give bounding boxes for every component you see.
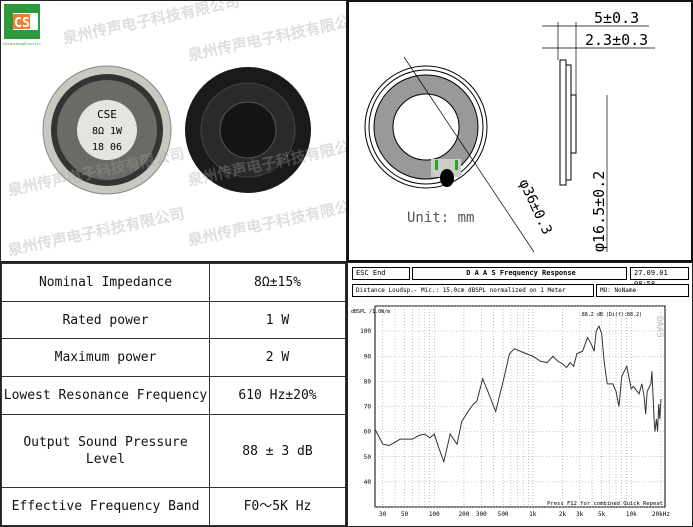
y-tick-label: 70 (364, 404, 372, 411)
spec-value: 610 Hz±20% (209, 376, 346, 415)
svg-text:CSE: CSE (97, 108, 117, 121)
y-tick-label: 40 (364, 479, 372, 486)
y-tick-label: 100 (360, 328, 371, 335)
spec-label: Effective Frequency Band (1, 487, 210, 526)
x-tick-label: 200 (459, 511, 470, 518)
esc-end-button[interactable]: ESC End (352, 267, 410, 280)
x-tick-label: 500 (498, 511, 509, 518)
spec-row: Rated power 1 W (1, 300, 346, 340)
daas-watermark: DAAS (654, 316, 664, 338)
svg-text:Unit: mm: Unit: mm (407, 210, 474, 226)
x-tick-label: 50 (401, 511, 409, 518)
product-photo: CS ChuanshengElectric CSE 8Ω 1W 18 06 (3, 4, 311, 195)
spec-row: Nominal Impedance 8Ω±15% (1, 263, 346, 302)
date-stamp: 27.09.01 08:58 (630, 267, 689, 288)
x-tick-label: 20kHz (652, 511, 670, 518)
svg-text:2.3±0.3: 2.3±0.3 (585, 31, 648, 49)
svg-text:ChuanshengElectric: ChuanshengElectric (3, 42, 41, 46)
svg-text:5±0.3: 5±0.3 (594, 9, 639, 27)
spec-label: Output Sound Pressure Level (1, 413, 210, 489)
spec-value: 1 W (209, 300, 346, 340)
spec-label: Maximum power (1, 338, 210, 378)
spec-row: Effective Frequency Band F0～5K Hz (1, 487, 346, 526)
spec-label: Nominal Impedance (1, 263, 210, 302)
response-curve (374, 324, 662, 464)
frequency-response-chart: 40 50 60 70 80 90 100 30 50 100 200 300 500 1k 2k 3k 5k 1… (351, 305, 670, 518)
level-readout: 88.2 dB (Di(f):88.2) (582, 312, 642, 318)
dimension-drawing: 5±0.3 2.3±0.3 φ36±0.3 φ16.5±0.2 Unit: mm (347, 0, 693, 262)
x-tick-label: 30 (379, 511, 387, 518)
measurement-info: Distance Loudsp.- Mic.: 15.0cm dBSPL nor… (352, 284, 594, 297)
svg-text:18 06: 18 06 (92, 142, 122, 153)
svg-text:8Ω 1W: 8Ω 1W (92, 126, 123, 137)
svg-text:φ16.5±0.2: φ16.5±0.2 (590, 171, 608, 252)
y-tick-label: 60 (364, 429, 372, 436)
y-tick-label: 90 (364, 353, 372, 360)
x-tick-label: 100 (429, 511, 440, 518)
spec-label: Lowest Resonance Frequency (1, 376, 210, 415)
spec-row: Output Sound Pressure Level 88 ± 3 dB (1, 413, 346, 489)
spec-label: Rated power (1, 300, 210, 340)
y-axis-label: dBSPL /1.0W/m (351, 309, 390, 315)
spec-value: 2 W (209, 338, 346, 378)
svg-text:φ36±0.3: φ36±0.3 (515, 177, 554, 237)
spec-table: Nominal Impedance 8Ω±15% Rated power 1 W Max… (0, 262, 347, 527)
spec-value: 88 ± 3 dB (209, 413, 346, 489)
x-tick-label: 10k (626, 511, 637, 518)
footer-hint: Press F12 for combined Quick Repeat (547, 501, 663, 507)
frequency-response-panel: ESC End D A A S Frequency Response 27.09… (347, 262, 693, 527)
x-tick-label: 3k (576, 511, 584, 518)
x-tick-label: 300 (476, 511, 487, 518)
product-photo-panel: CS ChuanshengElectric CSE 8Ω 1W 18 06 泉州… (0, 0, 347, 262)
x-tick-label: 1k (529, 511, 537, 518)
spec-value: F0～5K Hz (209, 487, 346, 526)
x-tick-label: 5k (598, 511, 606, 518)
y-tick-label: 50 (364, 454, 372, 461)
company-logo: CS ChuanshengElectric (3, 4, 41, 46)
y-tick-label: 80 (364, 378, 372, 385)
spec-row: Lowest Resonance Frequency 610 Hz±20% (1, 376, 346, 415)
chart-title: D A A S Frequency Response (412, 267, 627, 280)
spec-row: Maximum power 2 W (1, 338, 346, 378)
svg-text:CS: CS (14, 16, 30, 31)
x-tick-label: 2k (559, 511, 567, 518)
model-name: MO: NoName (596, 284, 689, 297)
spec-value: 8Ω±15% (209, 263, 346, 302)
